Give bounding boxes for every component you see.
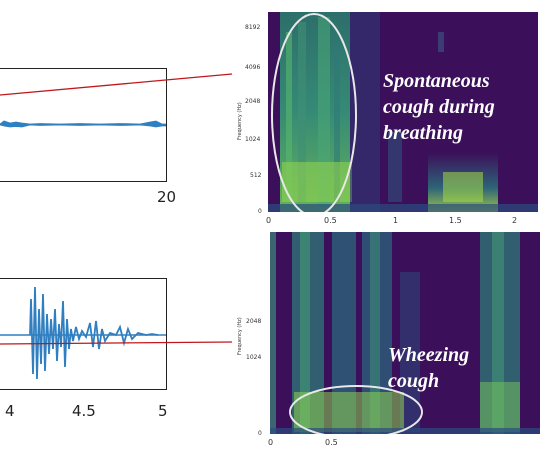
- bottom-spectrogram-caption: Wheezing cough: [388, 342, 469, 394]
- top-spectrogram-x-tick: 2: [512, 216, 518, 225]
- bottom-spectrogram-y-tick: 1024: [246, 354, 262, 361]
- bottom-annotation-ellipse: [289, 385, 423, 434]
- top-spectrogram-x-tick: 1: [393, 216, 399, 225]
- top-waveform-plot: [0, 120, 167, 128]
- bottom-spectrogram-y-tick: 0: [258, 430, 262, 437]
- bottom-waveform-x-tick-5: 5: [158, 402, 168, 420]
- top-spectrogram-x-tick: 0.5: [324, 216, 337, 225]
- top-spectrogram-y-tick: 512: [250, 172, 262, 179]
- top-annotation-ellipse: [271, 13, 357, 212]
- bottom-waveform-x-tick-4-5: 4.5: [72, 402, 96, 420]
- top-spectrogram-y-tick: 1024: [245, 136, 261, 143]
- bottom-waveform-plot: [0, 286, 166, 380]
- top-spectrogram-y-tick: 4096: [245, 64, 261, 71]
- top-caption-line-3: breathing: [383, 122, 464, 144]
- top-spectrogram-caption: Spontaneous cough during breathing: [383, 68, 495, 146]
- top-spectrogram-x-tick: 1.5: [449, 216, 462, 225]
- bottom-waveform-x-tick-4: 4: [5, 402, 15, 420]
- bottom-spectrogram-y-axis-label: Frequency (Hz): [237, 317, 243, 355]
- top-waveform-x-tick: 20: [157, 188, 177, 206]
- bottom-spectrogram-image: [270, 232, 540, 434]
- top-spectrogram: Spontaneous cough during breathing: [268, 12, 538, 212]
- bottom-spectrogram-x-tick: 0: [268, 438, 274, 447]
- bottom-caption-line-1: Wheezing: [388, 344, 470, 366]
- top-waveform-panel: [0, 68, 167, 182]
- bottom-spectrogram-y-tick: 2048: [246, 318, 262, 325]
- top-spectrogram-image: [268, 12, 538, 212]
- top-spectrogram-x-tick: 0: [266, 216, 272, 225]
- bottom-caption-line-2: cough: [388, 370, 440, 392]
- top-caption-line-1: Spontaneous: [383, 70, 490, 92]
- bottom-spectrogram-x-tick: 0.5: [325, 438, 338, 447]
- top-spectrogram-y-tick: 0: [258, 208, 262, 215]
- top-spectrogram-y-axis-label: Frequency (Hz): [237, 102, 243, 140]
- bottom-waveform-signal: [29, 286, 159, 380]
- top-caption-line-2: cough during: [383, 96, 495, 118]
- top-spectrogram-y-tick: 8192: [245, 24, 261, 31]
- bottom-spectrogram: Wheezing cough: [270, 232, 540, 434]
- top-waveform-signal: [0, 120, 167, 128]
- top-spectrogram-y-tick: 2048: [245, 98, 261, 105]
- bottom-waveform-panel: [0, 278, 167, 390]
